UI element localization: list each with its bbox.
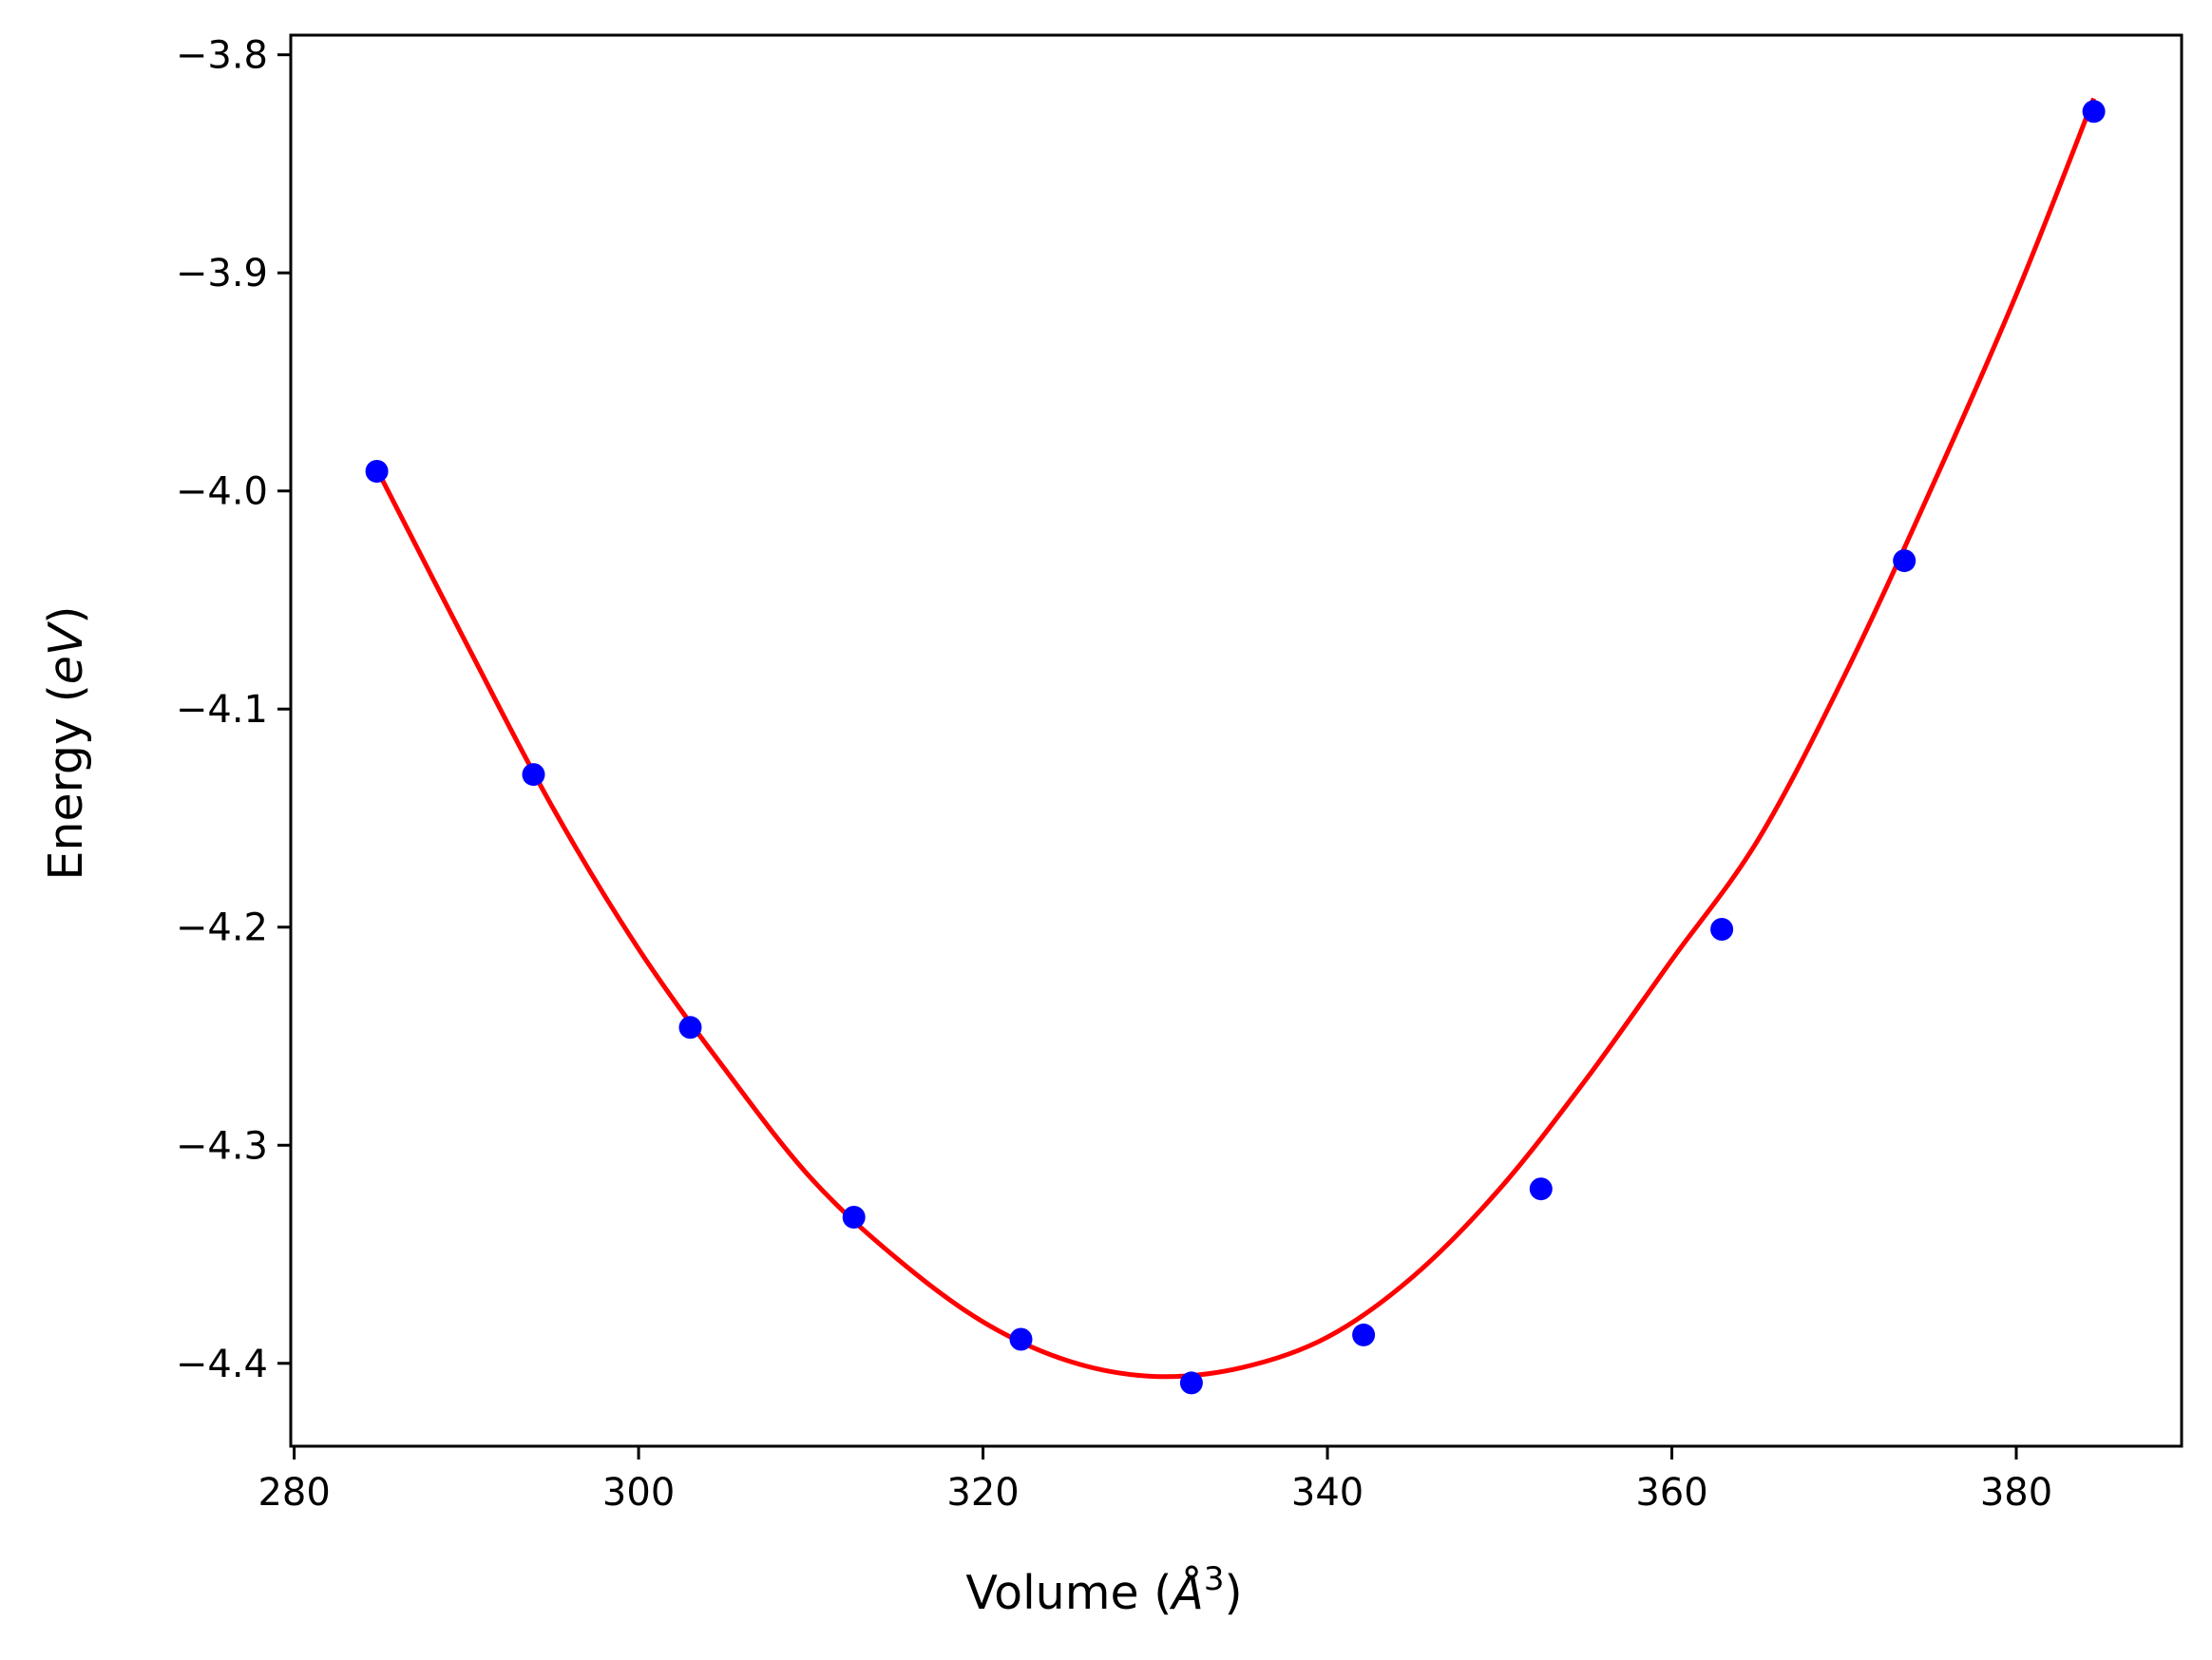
- y-axis-label: Energy (eV): [39, 605, 93, 880]
- x-tick-label: 380: [1980, 1471, 2052, 1515]
- data-point-1: [365, 460, 389, 483]
- x-axis-label-exponent: 3: [1204, 1560, 1225, 1598]
- x-axis-label: Volume (Å3): [965, 1560, 1242, 1620]
- data-point-5: [1009, 1327, 1033, 1351]
- y-tick-label: −4.0: [176, 470, 268, 514]
- data-point-8: [1529, 1177, 1553, 1201]
- data-point-4: [842, 1206, 866, 1229]
- x-tick-label: 360: [1635, 1471, 1707, 1515]
- y-tick-label: −4.3: [176, 1124, 268, 1168]
- data-point-9: [1710, 918, 1734, 941]
- x-tick-label: 340: [1291, 1471, 1363, 1515]
- y-axis-label-unit: eV: [39, 620, 93, 684]
- x-tick-label: 300: [602, 1471, 675, 1515]
- y-tick-label: −4.1: [176, 688, 268, 732]
- x-tick-label: 280: [257, 1471, 330, 1515]
- data-point-7: [1352, 1323, 1376, 1346]
- fit-curve-line: [374, 97, 2096, 1380]
- y-tick-label: −3.8: [176, 34, 268, 78]
- plot-frame: [289, 33, 2183, 1448]
- x-axis-label-main: Volume (: [965, 1566, 1172, 1620]
- data-point-3: [678, 1016, 702, 1040]
- y-axis-ticks: −4.4 −4.3 −4.2 −4.1 −4.0 −3.9 −3.8: [176, 34, 291, 1386]
- data-point-11: [2082, 100, 2106, 124]
- x-axis-ticks: 280 300 320 340 360 380: [257, 1446, 2052, 1515]
- data-point-2: [522, 763, 545, 787]
- y-axis-label-main: Energy (: [39, 684, 93, 880]
- fit-curve-layer: [374, 97, 2096, 1380]
- x-tick-label: 320: [946, 1471, 1019, 1515]
- data-point-10: [1893, 549, 1916, 573]
- data-point-6: [1179, 1371, 1203, 1395]
- y-tick-label: −4.4: [176, 1343, 268, 1386]
- y-tick-label: −4.2: [176, 906, 268, 950]
- x-axis-label-close: ): [1224, 1566, 1242, 1620]
- data-points-layer: [365, 100, 2106, 1395]
- x-axis-label-unit: Å: [1169, 1564, 1204, 1620]
- y-axis-label-close: ): [39, 605, 93, 623]
- y-tick-label: −3.9: [176, 252, 268, 296]
